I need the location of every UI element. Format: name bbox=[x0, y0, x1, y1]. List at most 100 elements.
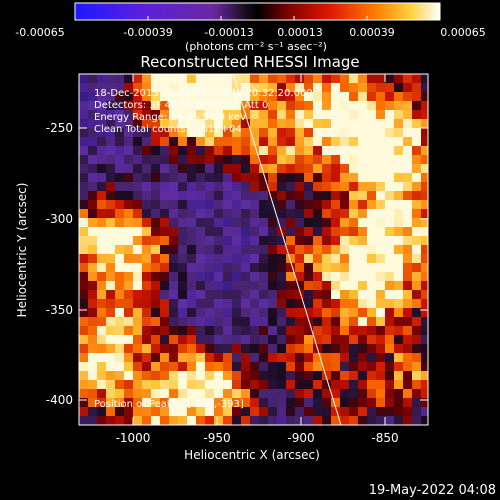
image-pixel bbox=[295, 83, 305, 93]
image-pixel bbox=[187, 209, 197, 219]
image-pixel bbox=[241, 236, 251, 246]
image-pixel bbox=[196, 389, 206, 399]
image-pixel bbox=[268, 182, 278, 192]
image-pixel bbox=[223, 407, 233, 417]
image-pixel bbox=[412, 380, 422, 390]
image-pixel bbox=[394, 353, 404, 363]
image-pixel bbox=[250, 389, 260, 399]
image-pixel bbox=[340, 272, 350, 282]
image-pixel bbox=[205, 119, 215, 129]
image-pixel bbox=[196, 92, 206, 102]
image-pixel bbox=[313, 155, 323, 165]
image-pixel bbox=[169, 398, 179, 408]
image-pixel bbox=[421, 155, 428, 165]
image-pixel bbox=[394, 182, 404, 192]
image-pixel bbox=[196, 416, 206, 425]
image-pixel bbox=[115, 155, 125, 165]
image-pixel bbox=[322, 308, 332, 318]
image-pixel bbox=[322, 101, 332, 111]
image-pixel bbox=[133, 371, 143, 381]
image-pixel bbox=[223, 173, 233, 183]
image-pixel bbox=[277, 344, 287, 354]
image-pixel bbox=[223, 110, 233, 120]
image-pixel bbox=[295, 155, 305, 165]
image-pixel bbox=[241, 254, 251, 264]
image-pixel bbox=[322, 263, 332, 273]
image-pixel bbox=[160, 164, 170, 174]
image-pixel bbox=[214, 191, 224, 201]
image-pixel bbox=[259, 209, 269, 219]
image-pixel bbox=[241, 389, 251, 399]
image-pixel bbox=[250, 407, 260, 417]
image-pixel bbox=[124, 164, 134, 174]
image-pixel bbox=[187, 191, 197, 201]
image-pixel bbox=[385, 380, 395, 390]
image-pixel bbox=[403, 389, 413, 399]
image-pixel bbox=[268, 155, 278, 165]
image-pixel bbox=[169, 119, 179, 129]
image-pixel bbox=[349, 110, 359, 120]
image-pixel bbox=[196, 335, 206, 345]
image-pixel bbox=[376, 119, 386, 129]
image-pixel bbox=[286, 236, 296, 246]
image-pixel bbox=[214, 92, 224, 102]
image-pixel bbox=[115, 110, 125, 120]
image-pixel bbox=[79, 281, 89, 291]
image-pixel bbox=[79, 416, 89, 425]
image-pixel bbox=[79, 236, 89, 246]
image-pixel bbox=[223, 245, 233, 255]
image-pixel bbox=[151, 146, 161, 156]
image-pixel bbox=[106, 236, 116, 246]
image-pixel bbox=[403, 281, 413, 291]
image-pixel bbox=[142, 191, 152, 201]
image-pixel bbox=[421, 83, 428, 93]
image-pixel bbox=[331, 407, 341, 417]
image-pixel bbox=[160, 290, 170, 300]
image-pixel bbox=[151, 209, 161, 219]
image-pixel bbox=[286, 83, 296, 93]
image-pixel bbox=[304, 173, 314, 183]
image-pixel bbox=[214, 101, 224, 111]
image-pixel bbox=[322, 380, 332, 390]
image-pixel bbox=[421, 101, 428, 111]
image-pixel bbox=[250, 155, 260, 165]
image-pixel bbox=[403, 137, 413, 147]
image-pixel bbox=[79, 92, 89, 102]
image-pixel bbox=[151, 254, 161, 264]
image-pixel bbox=[214, 389, 224, 399]
image-pixel bbox=[295, 290, 305, 300]
image-pixel bbox=[241, 299, 251, 309]
image-pixel bbox=[232, 416, 242, 425]
image-pixel bbox=[124, 83, 134, 93]
image-pixel bbox=[97, 200, 107, 210]
image-pixel bbox=[421, 398, 428, 408]
image-pixel bbox=[394, 335, 404, 345]
image-pixel bbox=[421, 200, 428, 210]
image-pixel bbox=[214, 353, 224, 363]
image-pixel bbox=[187, 299, 197, 309]
image-pixel bbox=[286, 200, 296, 210]
image-pixel bbox=[358, 362, 368, 372]
image-pixel bbox=[205, 173, 215, 183]
image-pixel bbox=[340, 281, 350, 291]
image-pixel bbox=[412, 245, 422, 255]
image-pixel bbox=[295, 209, 305, 219]
image-pixel bbox=[358, 173, 368, 183]
image-pixel bbox=[169, 254, 179, 264]
image-pixel bbox=[232, 263, 242, 273]
image-pixel bbox=[313, 290, 323, 300]
image-pixel bbox=[133, 164, 143, 174]
image-pixel bbox=[214, 227, 224, 237]
image-pixel bbox=[250, 209, 260, 219]
image-pixel bbox=[421, 137, 428, 147]
image-pixel bbox=[196, 272, 206, 282]
image-pixel bbox=[142, 416, 152, 425]
image-pixel bbox=[322, 209, 332, 219]
image-pixel bbox=[187, 92, 197, 102]
image-pixel bbox=[358, 335, 368, 345]
image-pixel bbox=[421, 182, 428, 192]
image-pixel bbox=[295, 416, 305, 425]
image-pixel bbox=[160, 389, 170, 399]
image-pixel bbox=[376, 299, 386, 309]
image-pixel bbox=[331, 308, 341, 318]
